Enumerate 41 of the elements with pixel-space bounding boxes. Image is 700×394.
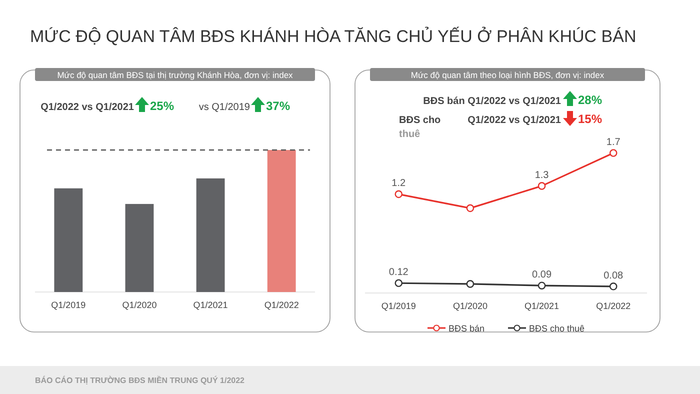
text: vs Q1/2019 [198, 102, 250, 113]
point [466, 204, 474, 212]
point [394, 190, 403, 198]
point [538, 182, 546, 190]
x-tick-label: Q1/2019 [381, 301, 416, 311]
data-label: 0.08 [604, 270, 624, 282]
data-label: 1.7 [606, 137, 621, 148]
x-tick-label: Q1/2022 [264, 300, 299, 310]
data-label: 0.12 [388, 267, 409, 278]
text: 28% [578, 93, 602, 107]
point [609, 149, 618, 157]
chart-subtitle: Mức độ quan tâm BĐS tại thị trường Khánh Hòa, đơn vị: index [57, 70, 294, 80]
chart-subtitle: Mức độ quan tâm theo loại hình BĐS, đơn vị: index [410, 70, 605, 80]
data-label: 1.3 [534, 170, 550, 181]
point [466, 280, 474, 288]
point [538, 282, 546, 290]
data-label: 1.2 [392, 178, 406, 190]
x-tick-label: Q1/2022 [596, 301, 631, 311]
text: Q1/2022 vs Q1/2021 [468, 115, 562, 126]
text: 25% [150, 99, 174, 113]
text: BĐS cho thuê [399, 115, 441, 140]
x-tick-label: Q1/2020 [452, 301, 488, 311]
legend-label: BĐS bán [448, 324, 485, 334]
data-label: 0.09 [532, 270, 552, 281]
text: BÁO CÁO THỊ TRƯỜNG BĐS MIỀN TRUNG QUÝ 1/2022 [35, 375, 246, 385]
point [394, 279, 403, 288]
text: BĐS bán Q1/2022 vs Q1/2021 [423, 96, 562, 107]
legend-label: BĐS cho thuê [529, 324, 585, 334]
x-tick-label: Q1/2020 [122, 300, 157, 310]
text: 15% [578, 112, 602, 126]
x-tick-label: Q1/2021 [193, 300, 228, 310]
bar [267, 150, 296, 292]
bar [54, 188, 83, 292]
text: Q1/2022 vs Q1/2021 [40, 102, 134, 113]
text: 37% [266, 99, 290, 113]
bar [196, 178, 225, 292]
bar [125, 204, 154, 292]
chart-title: MỨC ĐỘ QUAN TÂM BĐS KHÁNH HÒA TĂNG CHỦ YẾU Ở PHÂN KHÚC BÁN [30, 26, 636, 46]
x-tick-label: Q1/2021 [524, 301, 560, 311]
x-tick-label: Q1/2019 [51, 300, 86, 310]
point [609, 282, 618, 290]
